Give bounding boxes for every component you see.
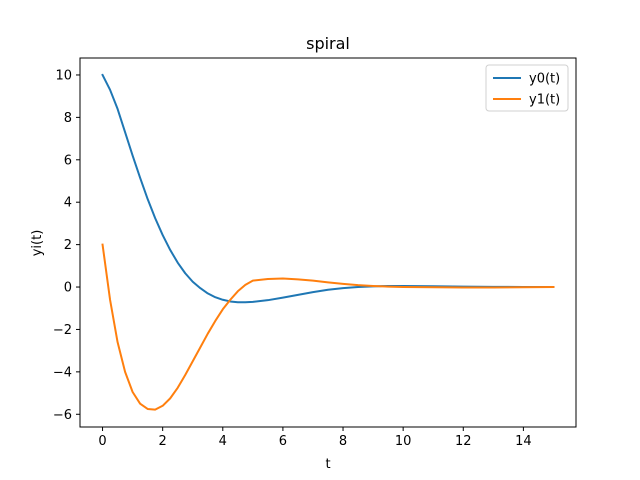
chart-title: spiral <box>306 34 350 53</box>
y-tick-label: 2 <box>64 238 72 253</box>
x-tick-label: 14 <box>515 434 532 449</box>
y-tick-label: 6 <box>64 153 72 168</box>
x-tick-label: 0 <box>98 434 106 449</box>
legend-label-y0(t): y0(t) <box>529 72 560 87</box>
y-tick-label: −2 <box>53 323 72 338</box>
y-tick-label: 8 <box>64 111 72 126</box>
y-tick-label: 0 <box>64 281 72 296</box>
y-axis-label: yi(t) <box>30 230 45 257</box>
y-tick-label: 4 <box>64 196 72 211</box>
y-tick-label: −4 <box>53 365 72 380</box>
series-line-y1(t) <box>101 243 555 411</box>
x-tick-label: 4 <box>219 434 227 449</box>
x-tick-label: 10 <box>395 434 412 449</box>
x-tick-label: 6 <box>279 434 287 449</box>
legend-label-y1(t): y1(t) <box>529 93 560 108</box>
legend: y0(t) y1(t) <box>485 64 569 112</box>
y-tick-label: −6 <box>53 408 72 423</box>
x-tick-label: 12 <box>455 434 472 449</box>
x-tick-label: 8 <box>339 434 347 449</box>
y-tick-label: 10 <box>55 68 72 83</box>
x-axis-label: t <box>325 457 330 472</box>
x-tick-label: 2 <box>159 434 167 449</box>
plot-frame <box>79 57 577 428</box>
